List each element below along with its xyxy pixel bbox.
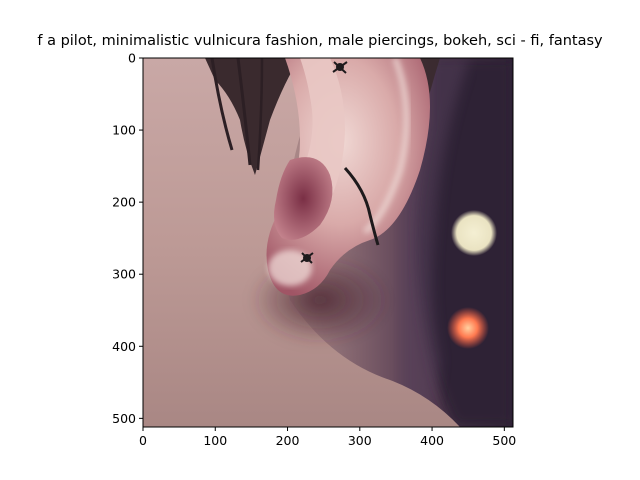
helix-rim-light (362, 58, 410, 235)
y-tick-label: 300 (112, 267, 136, 282)
x-tick-label: 200 (276, 433, 300, 448)
ear-helix (266, 58, 430, 296)
x-tick-label: 500 (492, 433, 516, 448)
bokeh-light-orange (447, 307, 489, 349)
y-tick-label: 0 (128, 51, 136, 66)
earlobe-highlight (268, 250, 312, 286)
figure-title: f a pilot, minimalistic vulnicura fashio… (37, 33, 603, 49)
x-axis: 0 100 200 300 400 500 (139, 427, 516, 448)
piercing-lobe (300, 252, 314, 264)
y-axis: 0 100 200 300 400 500 (112, 51, 143, 426)
y-tick-label: 100 (112, 123, 136, 138)
axes-frame (142, 57, 514, 428)
y-tick-label: 200 (112, 195, 136, 210)
x-tick-label: 300 (348, 433, 372, 448)
x-tick-label: 0 (139, 433, 147, 448)
x-tick-label: 400 (420, 433, 444, 448)
x-tick-label: 100 (203, 433, 227, 448)
neck-skin (143, 58, 460, 427)
bokeh-light-cream (451, 210, 497, 256)
piercing-top (332, 61, 348, 74)
y-tick-label: 400 (112, 339, 136, 354)
photo (143, 58, 513, 427)
y-tick-label: 500 (112, 411, 136, 426)
helix-bar-piercing (343, 166, 380, 246)
ear-concha (274, 157, 333, 240)
